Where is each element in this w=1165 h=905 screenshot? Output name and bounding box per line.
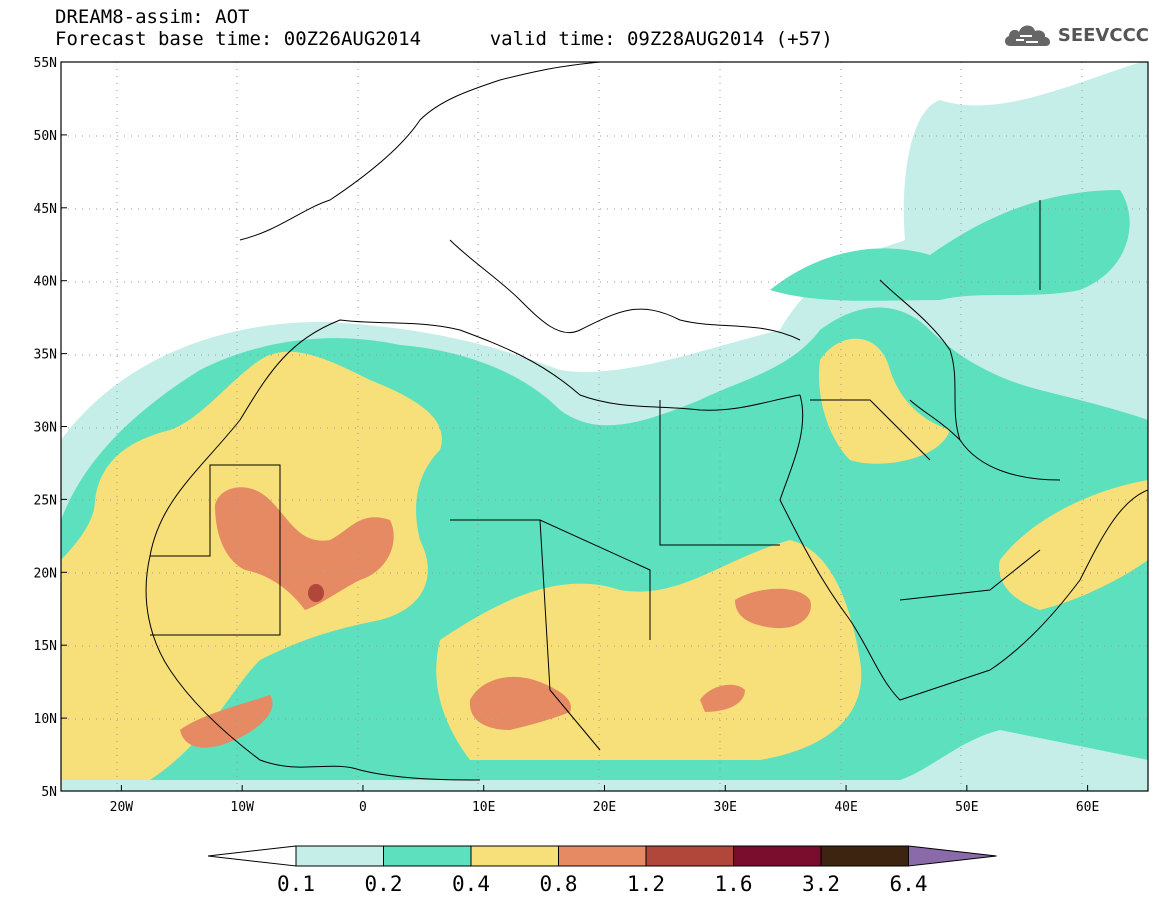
latitude-label: 15N: [34, 639, 57, 654]
colorbar-segment: [645, 845, 734, 867]
aot-field: [61, 62, 1148, 791]
aot-band-1.2: [308, 584, 324, 602]
latitude-label: 55N: [34, 56, 57, 71]
longitude-label: 0: [359, 800, 367, 815]
longitude-labels: 20W 10W 0 10E 20E 30E 40E 50E 60E: [110, 785, 1099, 815]
colorbar-over-arrow: [908, 845, 997, 867]
aot-band-0.8-sahara: [215, 487, 394, 610]
latitude-label: 25N: [34, 493, 57, 508]
longitude-label: 10E: [472, 800, 495, 815]
forecast-base-time: Forecast base time: 00Z26AUG2014: [55, 28, 422, 50]
aot-band-0.8-sudan: [735, 588, 811, 629]
latitude-labels: 55N 50N 45N 40N 35N 30N 25N 20N 15N 10N 5N: [34, 56, 67, 800]
latitude-label: 50N: [34, 129, 57, 144]
colorbar-segment: [470, 845, 559, 867]
latitude-label: 20N: [34, 566, 57, 581]
aot-band-0.4-oman: [999, 480, 1148, 610]
latitude-label: 5N: [41, 785, 57, 800]
seevccc-logo: SEEVCCC: [1002, 20, 1149, 50]
colorbar: 0.1 0.2 0.4 0.8 1.2 1.6 3.2 6.4: [207, 845, 997, 896]
coastlines: [145, 62, 1148, 781]
colorbar-segment: [295, 845, 384, 867]
colorbar-label: 1.6: [715, 872, 753, 896]
cloud-icon: [1004, 25, 1050, 46]
longitude-label: 20E: [593, 800, 616, 815]
aot-band-0.8-guinea: [180, 695, 273, 748]
colorbar-label: 0.4: [452, 872, 490, 896]
valid-time: valid time: 09Z28AUG2014 (+57): [489, 28, 833, 50]
longitude-label: 40E: [834, 800, 857, 815]
colorbar-label: 0.1: [277, 872, 315, 896]
title-block: DREAM8-assim: AOT Forecast base time: 00…: [55, 6, 833, 50]
colorbar-segment: [820, 845, 909, 867]
latitude-label: 30N: [34, 421, 57, 436]
longitude-label: 60E: [1076, 800, 1099, 815]
colorbar-label: 6.4: [890, 872, 928, 896]
latitude-label: 45N: [34, 202, 57, 217]
logo-text: SEEVCCC: [1057, 24, 1149, 46]
colorbar-label: 0.8: [540, 872, 578, 896]
time-line: Forecast base time: 00Z26AUG2014 valid t…: [55, 28, 833, 50]
colorbar-segment: [733, 845, 822, 867]
longitude-label: 10W: [230, 800, 254, 815]
latitude-label: 40N: [34, 275, 57, 290]
graticule: [61, 62, 1148, 791]
colorbar-segment: [558, 845, 647, 867]
longitude-label: 30E: [714, 800, 737, 815]
longitude-label: 20W: [110, 800, 134, 815]
aot-band-0.8-sahel: [700, 684, 745, 712]
colorbar-label: 0.2: [365, 872, 403, 896]
colorbar-label: 3.2: [802, 872, 840, 896]
product-title: DREAM8-assim: AOT: [55, 6, 250, 28]
colorbar-label: 1.2: [627, 872, 665, 896]
aot-band-0.4-arabia: [819, 338, 950, 464]
colorbar-segment: [383, 845, 472, 867]
latitude-label: 10N: [34, 712, 57, 727]
colorbar-under-arrow: [207, 845, 297, 867]
aot-band-0.8-chad: [469, 676, 571, 730]
longitude-label: 50E: [955, 800, 978, 815]
latitude-label: 35N: [34, 348, 57, 363]
